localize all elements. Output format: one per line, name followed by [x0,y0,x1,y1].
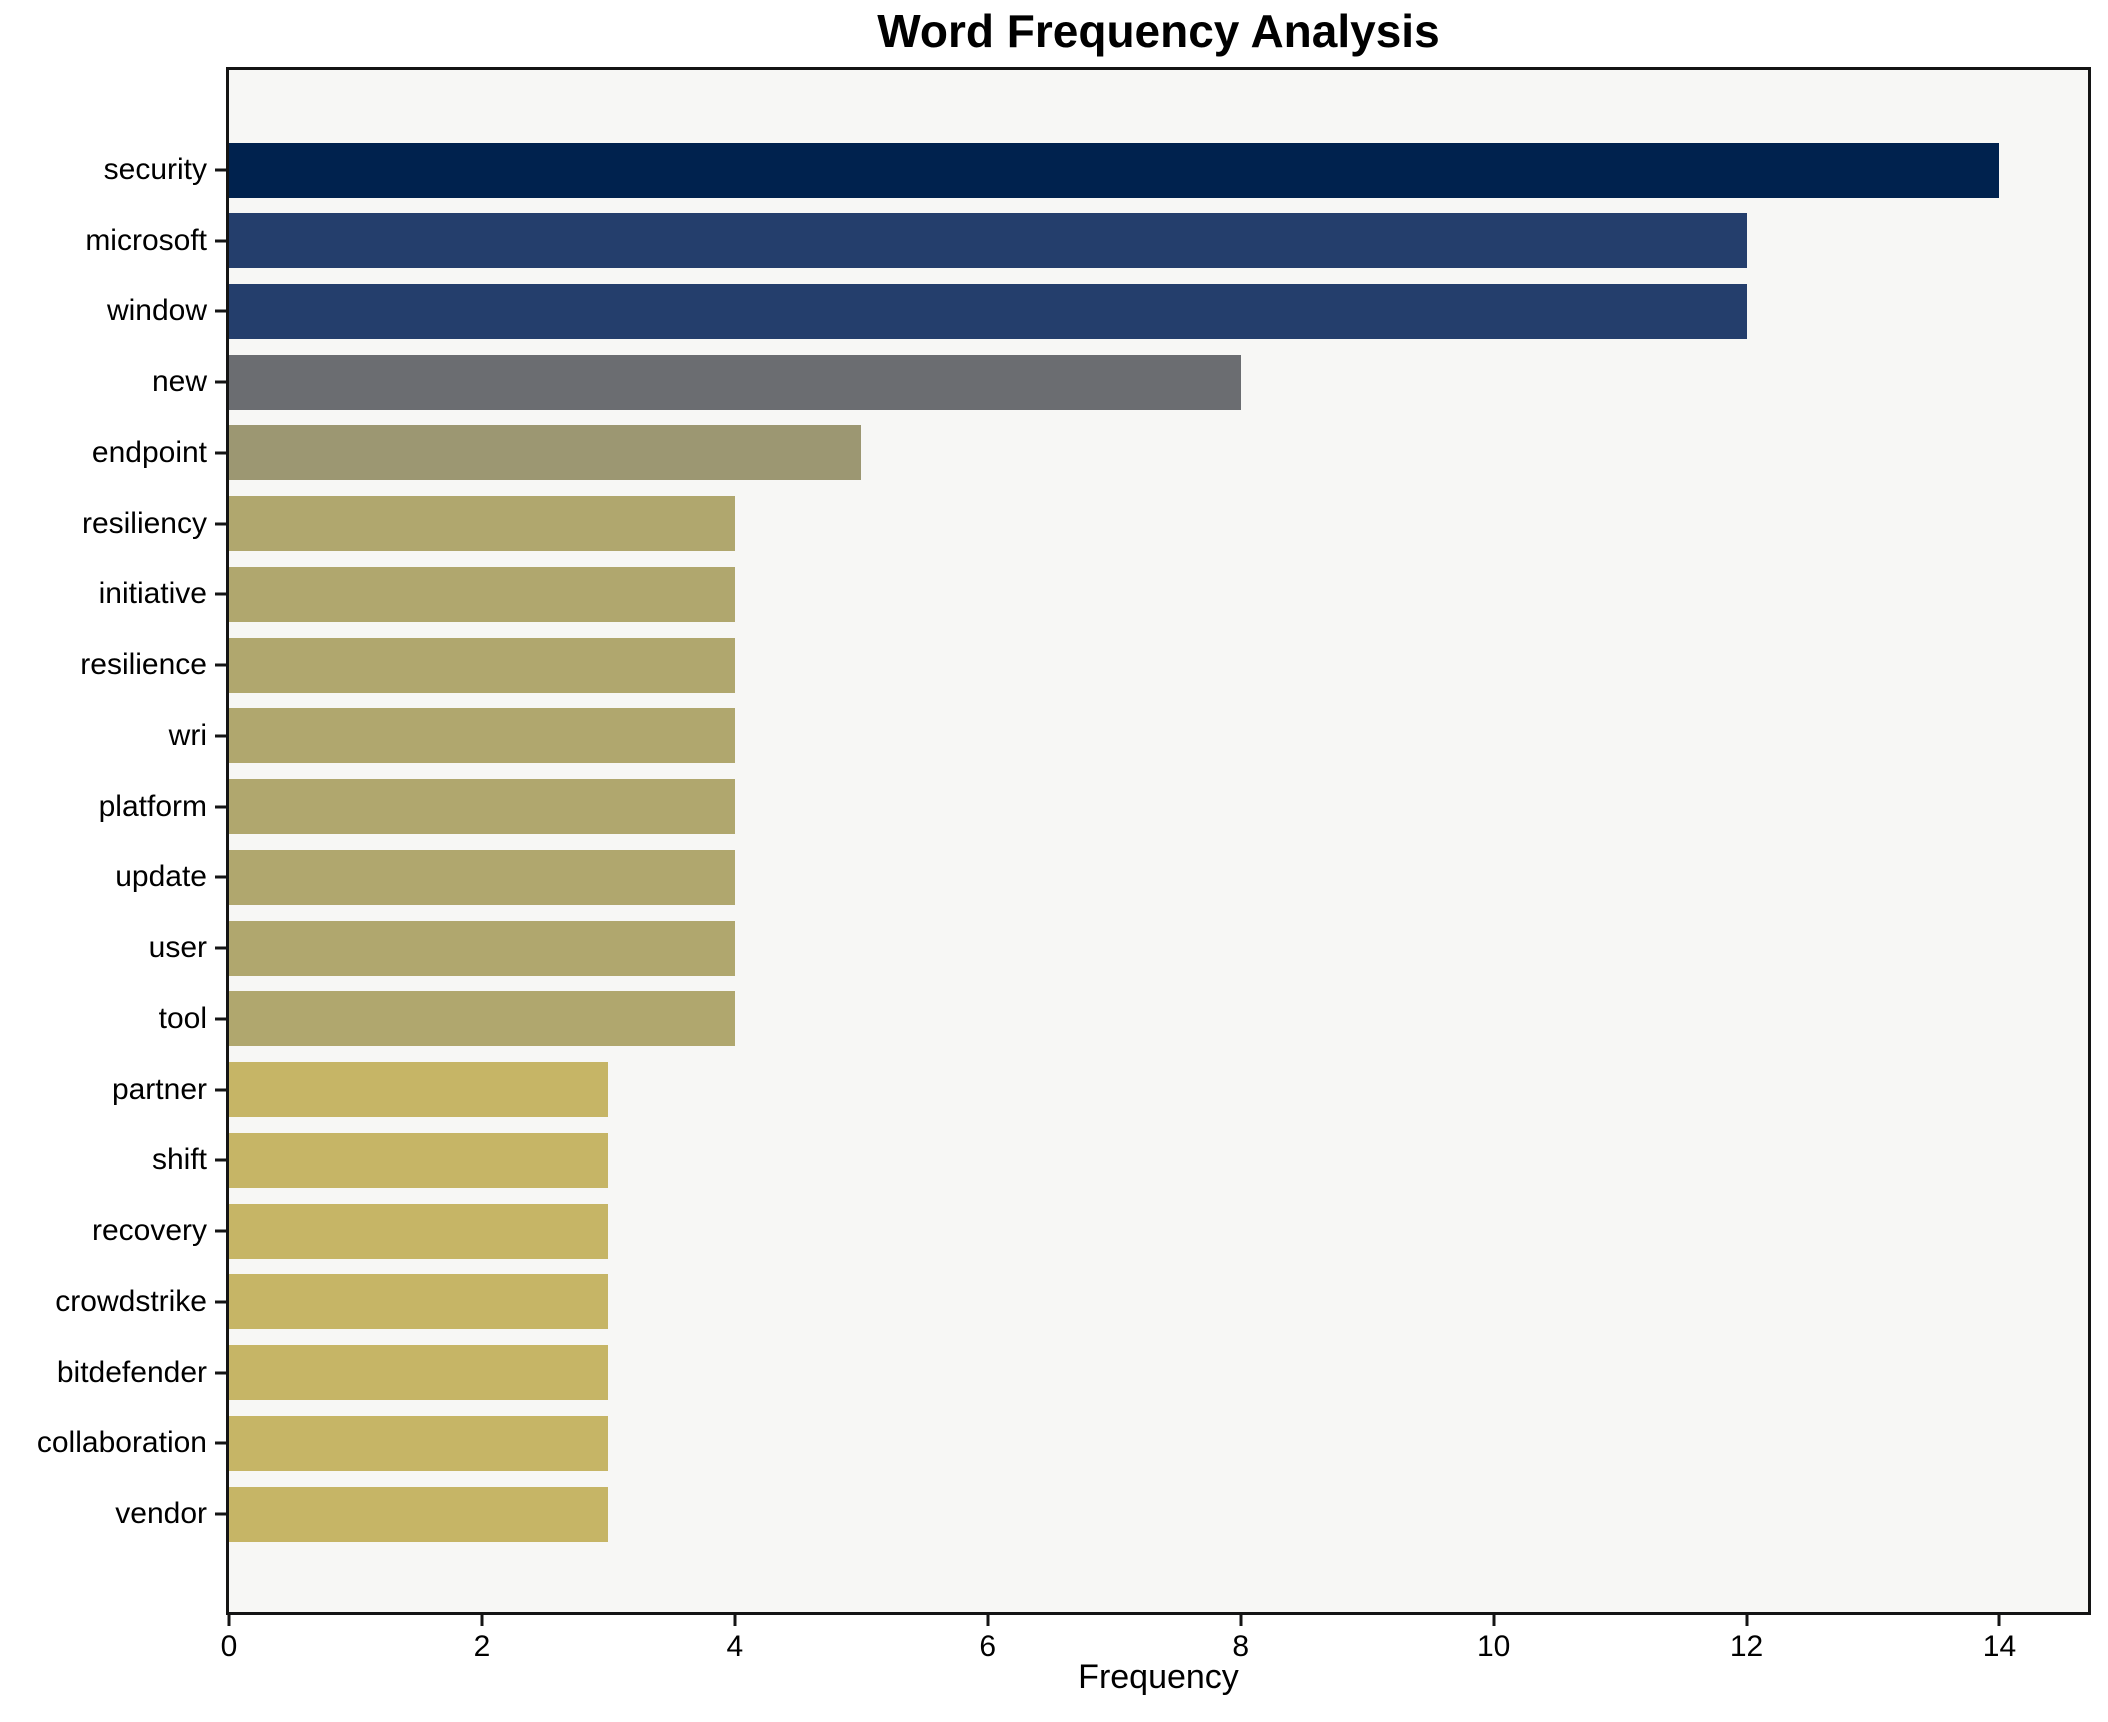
bar-update [229,849,735,905]
y-tick-mark [215,1512,227,1516]
y-tick-label-user: user [148,931,207,965]
y-tick-mark [215,946,227,950]
y-tick-label-resilience: resilience [80,648,207,682]
y-tick-mark [215,663,227,667]
x-tick-label-0: 0 [220,1630,238,1663]
y-tick-mark [215,522,227,526]
x-tick-mark [1745,1614,1749,1626]
bar-microsoft [229,213,1747,269]
y-tick-mark [215,1229,227,1233]
x-tick-mark [227,1614,231,1626]
y-tick-mark [215,380,227,384]
y-tick-label-partner: partner [111,1072,207,1106]
x-tick-label-2: 2 [473,1630,491,1663]
y-tick-mark [215,875,227,879]
x-tick-label-6: 6 [979,1630,997,1663]
bar-initiative [229,566,735,622]
bar-security [229,142,2000,198]
x-axis-label: Frequency [1078,1658,1239,1696]
bar-window [229,283,1747,339]
y-tick-mark [215,1371,227,1375]
y-tick-mark [215,734,227,738]
bar-resilience [229,637,735,693]
y-tick-label-resiliency: resiliency [81,506,207,540]
y-tick-label-tool: tool [158,1001,207,1035]
y-tick-mark [215,805,227,809]
bar-partner [229,1062,609,1118]
x-tick-label-12: 12 [1729,1630,1764,1663]
x-tick-mark [1492,1614,1496,1626]
y-tick-mark [215,1441,227,1445]
y-tick-mark [215,309,227,313]
y-tick-label-window: window [106,294,207,328]
x-tick-mark [1997,1614,2001,1626]
y-tick-mark [215,239,227,243]
y-tick-label-bitdefender: bitdefender [56,1355,207,1389]
y-tick-label-security: security [103,153,207,186]
x-tick-mark [1239,1614,1243,1626]
bar-bitdefender [229,1345,609,1401]
bar-collaboration [229,1415,609,1471]
bar-tool [229,991,735,1047]
x-tick-label-10: 10 [1476,1630,1511,1663]
y-tick-label-endpoint: endpoint [91,435,207,469]
bar-wri [229,708,735,764]
y-tick-label-initiative: initiative [98,577,207,611]
y-tick-mark [215,1017,227,1021]
bar-new [229,354,1241,410]
x-tick-label-4: 4 [726,1630,744,1663]
y-tick-label-microsoft: microsoft [85,223,207,257]
y-tick-mark [215,1158,227,1162]
y-tick-label-collaboration: collaboration [36,1426,207,1460]
y-tick-mark [215,1300,227,1304]
y-tick-mark [215,1088,227,1092]
plot-area [229,70,2088,1612]
bar-platform [229,779,735,835]
x-tick-mark [733,1614,737,1626]
bar-shift [229,1132,609,1188]
y-tick-label-update: update [115,860,207,894]
y-tick-mark [215,168,227,172]
x-tick-mark [986,1614,990,1626]
y-tick-mark [215,592,227,596]
bar-vendor [229,1486,609,1542]
bar-resiliency [229,496,735,552]
x-tick-label-14: 14 [1982,1630,2017,1663]
bar-user [229,920,735,976]
x-tick-label-8: 8 [1232,1630,1250,1663]
y-tick-label-recovery: recovery [91,1214,207,1248]
y-tick-label-crowdstrike: crowdstrike [55,1284,207,1318]
bar-recovery [229,1203,609,1259]
chart-title: Word Frequency Analysis [877,5,1440,57]
y-tick-label-new: new [151,365,207,399]
bar-endpoint [229,425,862,481]
y-tick-label-shift: shift [151,1143,207,1177]
y-tick-label-vendor: vendor [115,1497,207,1531]
y-tick-label-wri: wri [168,718,207,752]
y-tick-label-platform: platform [98,789,207,823]
x-tick-mark [480,1614,484,1626]
y-tick-mark [215,451,227,455]
bar-crowdstrike [229,1274,609,1330]
